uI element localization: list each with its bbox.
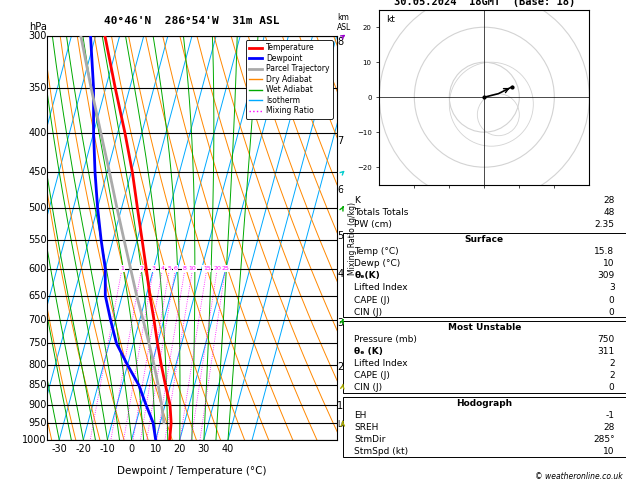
Text: 4: 4 <box>160 266 165 271</box>
Text: -10: -10 <box>99 444 115 454</box>
Text: -20: -20 <box>75 444 91 454</box>
Text: hPa: hPa <box>29 22 47 33</box>
Text: 15.8: 15.8 <box>594 247 615 256</box>
Text: 15: 15 <box>203 266 211 271</box>
Text: EH: EH <box>354 411 367 420</box>
Text: 450: 450 <box>28 167 47 177</box>
Text: Lifted Index: Lifted Index <box>354 283 408 293</box>
Legend: Temperature, Dewpoint, Parcel Trajectory, Dry Adiabat, Wet Adiabat, Isotherm, Mi: Temperature, Dewpoint, Parcel Trajectory… <box>245 40 333 119</box>
Text: PW (cm): PW (cm) <box>354 220 392 228</box>
Text: 2.35: 2.35 <box>594 220 615 228</box>
Text: StmDir: StmDir <box>354 435 386 444</box>
Text: 20: 20 <box>213 266 221 271</box>
Text: 309: 309 <box>598 272 615 280</box>
Text: 2: 2 <box>609 371 615 381</box>
Text: 5: 5 <box>337 231 343 242</box>
Text: 8: 8 <box>183 266 187 271</box>
Text: 850: 850 <box>28 381 47 390</box>
Text: kt: kt <box>386 15 394 24</box>
Text: Dewp (°C): Dewp (°C) <box>354 260 401 268</box>
Text: Hodograph: Hodograph <box>456 399 513 407</box>
Text: θₑ(K): θₑ(K) <box>354 272 380 280</box>
Text: 10: 10 <box>150 444 162 454</box>
Text: CAPE (J): CAPE (J) <box>354 371 390 381</box>
Text: 20: 20 <box>174 444 186 454</box>
Text: 28: 28 <box>603 423 615 432</box>
Bar <box>343 233 626 317</box>
Text: km
ASL: km ASL <box>337 13 352 33</box>
Text: Mixing Ratio (g/kg): Mixing Ratio (g/kg) <box>348 202 357 275</box>
Text: 5: 5 <box>168 266 172 271</box>
Text: Dewpoint / Temperature (°C): Dewpoint / Temperature (°C) <box>117 466 267 476</box>
Text: 750: 750 <box>28 338 47 348</box>
Text: 600: 600 <box>28 264 47 274</box>
Text: 6: 6 <box>337 186 343 195</box>
Text: 7: 7 <box>337 136 343 146</box>
Text: 800: 800 <box>28 360 47 370</box>
Text: CIN (J): CIN (J) <box>354 383 382 393</box>
Text: LCL: LCL <box>337 420 351 429</box>
Text: 311: 311 <box>598 347 615 356</box>
Text: Most Unstable: Most Unstable <box>448 323 521 331</box>
Text: Totals Totals: Totals Totals <box>354 208 408 217</box>
Text: 0: 0 <box>128 444 135 454</box>
Text: 25: 25 <box>221 266 230 271</box>
Text: 3: 3 <box>337 318 343 328</box>
Text: -1: -1 <box>606 411 615 420</box>
Text: 650: 650 <box>28 291 47 300</box>
Text: © weatheronline.co.uk: © weatheronline.co.uk <box>535 472 623 481</box>
Text: CAPE (J): CAPE (J) <box>354 295 390 305</box>
Text: 2: 2 <box>609 359 615 368</box>
Text: 1: 1 <box>337 401 343 411</box>
Text: θₑ (K): θₑ (K) <box>354 347 383 356</box>
Text: 6: 6 <box>174 266 177 271</box>
Text: 950: 950 <box>28 417 47 428</box>
Text: 1: 1 <box>120 266 124 271</box>
Text: 40°46'N  286°54'W  31m ASL: 40°46'N 286°54'W 31m ASL <box>104 17 280 26</box>
Text: 2: 2 <box>337 362 343 372</box>
Text: 300: 300 <box>28 32 47 41</box>
Text: 900: 900 <box>28 399 47 410</box>
Text: -30: -30 <box>52 444 67 454</box>
Text: 500: 500 <box>28 203 47 212</box>
Text: 0: 0 <box>609 295 615 305</box>
Text: 3: 3 <box>152 266 155 271</box>
Text: 48: 48 <box>603 208 615 217</box>
Text: CIN (J): CIN (J) <box>354 308 382 316</box>
Text: 700: 700 <box>28 315 47 325</box>
Text: 0: 0 <box>609 308 615 316</box>
Text: 10: 10 <box>189 266 196 271</box>
Text: 750: 750 <box>598 335 615 344</box>
Text: Surface: Surface <box>465 235 504 243</box>
FancyArrowPatch shape <box>503 88 509 93</box>
Text: 1000: 1000 <box>22 435 47 445</box>
Text: 10: 10 <box>603 447 615 456</box>
Bar <box>343 397 626 457</box>
Text: 4: 4 <box>337 269 343 279</box>
Text: Pressure (mb): Pressure (mb) <box>354 335 417 344</box>
Text: K: K <box>354 195 360 205</box>
Text: 2: 2 <box>140 266 143 271</box>
Text: StmSpd (kt): StmSpd (kt) <box>354 447 408 456</box>
Text: 0: 0 <box>609 383 615 393</box>
Text: 285°: 285° <box>593 435 615 444</box>
Text: 550: 550 <box>28 235 47 244</box>
Text: Temp (°C): Temp (°C) <box>354 247 399 256</box>
Text: 3: 3 <box>609 283 615 293</box>
Text: 8: 8 <box>337 37 343 47</box>
Text: 10: 10 <box>603 260 615 268</box>
Text: 30: 30 <box>198 444 210 454</box>
Text: 350: 350 <box>28 83 47 93</box>
Text: 40: 40 <box>222 444 234 454</box>
Text: 400: 400 <box>28 128 47 138</box>
Text: Lifted Index: Lifted Index <box>354 359 408 368</box>
Bar <box>343 321 626 393</box>
Text: SREH: SREH <box>354 423 379 432</box>
Text: 28: 28 <box>603 195 615 205</box>
Text: 30.05.2024  18GMT  (Base: 18): 30.05.2024 18GMT (Base: 18) <box>394 0 575 7</box>
